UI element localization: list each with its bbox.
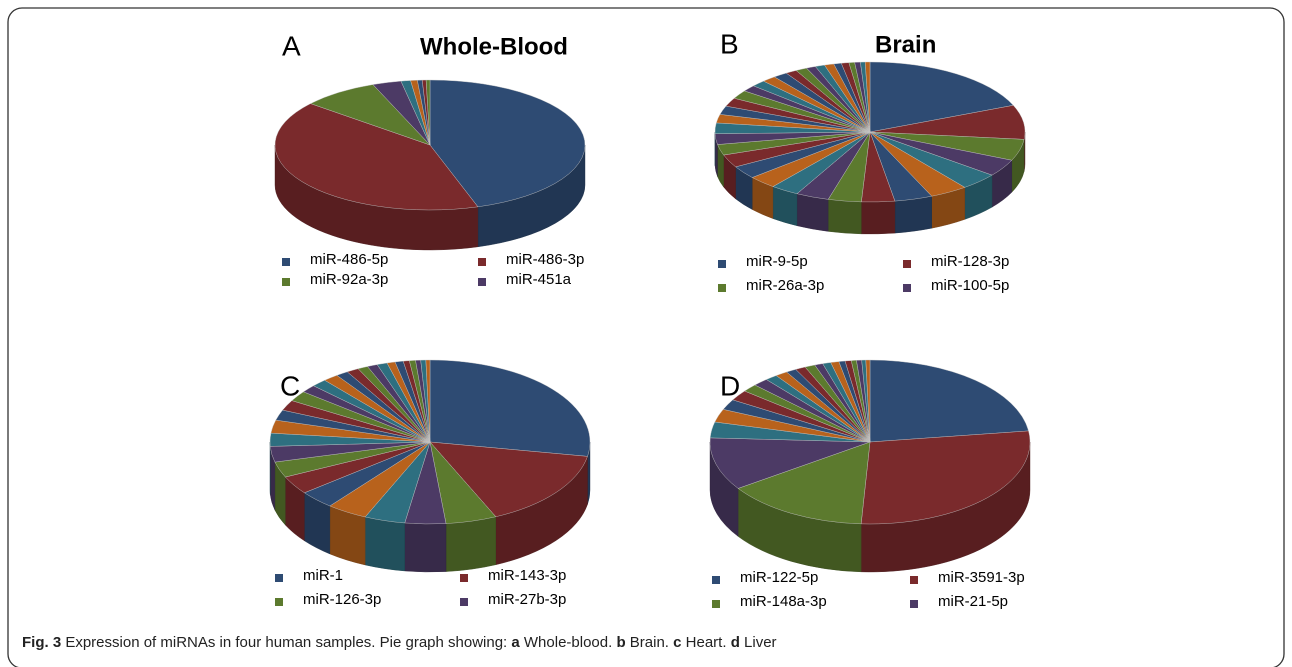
panel-letter: A (282, 30, 301, 61)
pie-slice (864, 61, 871, 133)
caption-panel: Brain. (626, 634, 674, 651)
figure-frame (7, 7, 1285, 667)
caption-letter: d (731, 634, 740, 651)
pie-slice-side (364, 516, 405, 572)
pie-slice (429, 359, 591, 457)
pie-sides (709, 441, 1031, 573)
pie-slice (865, 359, 871, 443)
pie-sides (269, 441, 591, 573)
legend-label: miR-9-5p (746, 253, 808, 270)
legend-label: miR-143-3p (488, 567, 566, 584)
pie-top (714, 61, 1026, 203)
legend-swatch (712, 600, 720, 608)
legend-label: miR-128-3p (931, 253, 1009, 270)
panel-letter: D (720, 370, 740, 401)
legend-label: miR-486-3p (506, 251, 584, 268)
legend-swatch (910, 576, 918, 584)
pie-top (709, 359, 1031, 525)
legend-swatch (718, 284, 726, 292)
pie-slice-side (894, 195, 932, 234)
legend-swatch (275, 574, 283, 582)
legend-label: miR-92a-3p (310, 271, 388, 288)
chart-title: Whole-Blood (420, 33, 568, 60)
caption-label: Fig. 3 (22, 634, 61, 651)
legend-swatch (712, 576, 720, 584)
legend-swatch (718, 260, 726, 268)
pie-top (269, 359, 591, 525)
legend-label: miR-100-5p (931, 277, 1009, 294)
caption-panel: Liver (740, 634, 777, 651)
panel-letter: C (280, 370, 300, 401)
caption-panel: Heart. (682, 634, 731, 651)
pie-sides (714, 131, 1026, 235)
legend-label: miR-21-5p (938, 593, 1008, 610)
pie-slice-side (445, 516, 497, 572)
caption-letter: a (511, 634, 520, 651)
legend-label: miR-126-3p (303, 591, 381, 608)
pie-slice-side (827, 199, 862, 235)
pie-slice (429, 79, 586, 208)
pie-slice (425, 359, 431, 443)
legend-label: miR-486-5p (310, 251, 388, 268)
legend-swatch (460, 574, 468, 582)
caption-letter: c (673, 634, 681, 651)
legend-label: miR-122-5p (740, 569, 818, 586)
legend-swatch (282, 258, 290, 266)
pie-slice-side (796, 193, 829, 232)
caption-panel: Whole-blood. (520, 634, 617, 651)
legend-label: miR-27b-3p (488, 591, 566, 608)
pie-slice (860, 430, 1031, 525)
legend-label: miR-148a-3p (740, 593, 827, 610)
chart-title: Brain (875, 31, 936, 58)
caption-text: Expression of miRNAs in four human sampl… (61, 634, 511, 651)
legend-swatch (903, 260, 911, 268)
legend-label: miR-26a-3p (746, 277, 824, 294)
panel-letter: B (720, 28, 739, 59)
legend-label: miR-3591-3p (938, 569, 1025, 586)
caption-letter: b (616, 634, 625, 651)
legend-swatch (903, 284, 911, 292)
legend-swatch (460, 598, 468, 606)
pie-slice (429, 441, 588, 517)
legend-swatch (282, 278, 290, 286)
pie-slice (425, 79, 431, 146)
pie-slice (274, 103, 479, 211)
pie-slice (737, 441, 871, 525)
pie-slice (869, 61, 1014, 133)
legend-swatch (478, 258, 486, 266)
legend-swatch (275, 598, 283, 606)
pie-slice-side (861, 200, 896, 235)
legend-label: miR-1 (303, 567, 343, 584)
pie-slice (709, 437, 871, 489)
pie-slice-side (404, 522, 447, 573)
legend-label: miR-451a (506, 271, 572, 288)
pie-slice (869, 359, 1029, 443)
legend-swatch (478, 278, 486, 286)
legend-swatch (910, 600, 918, 608)
caption: Fig. 3 Expression of miRNAs in four huma… (22, 634, 777, 651)
pie-top (274, 79, 586, 211)
